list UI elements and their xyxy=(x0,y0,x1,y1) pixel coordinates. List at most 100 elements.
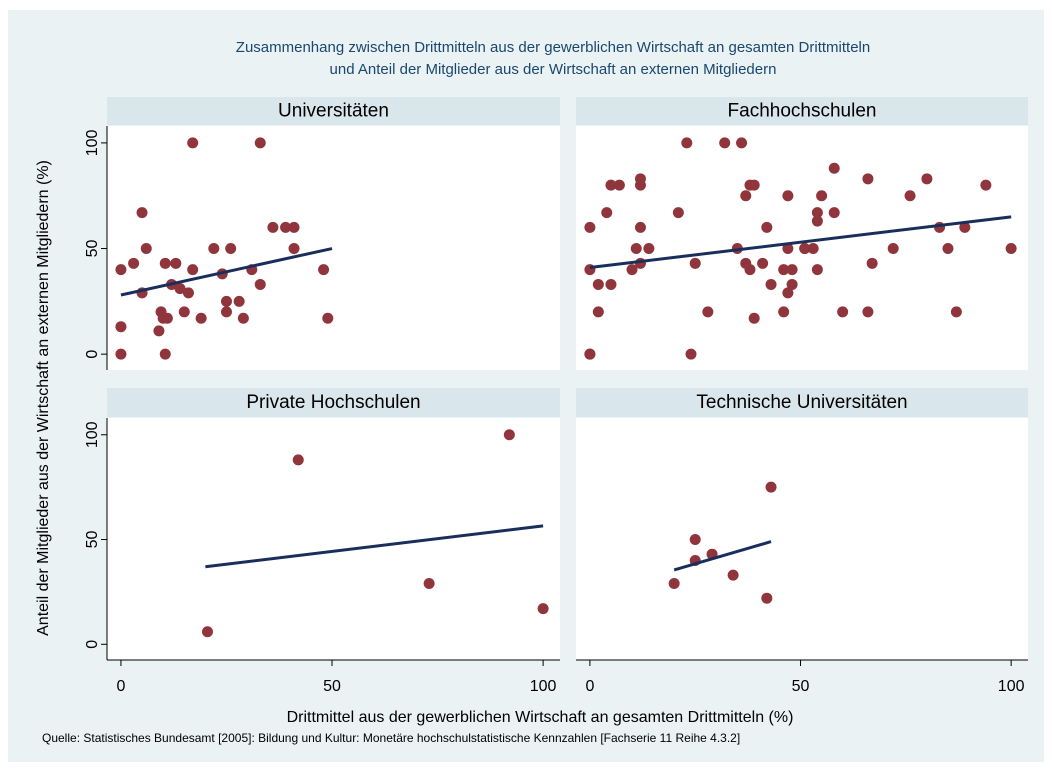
plot-area xyxy=(107,126,560,370)
point xyxy=(689,257,701,269)
y-axis-label: Anteil der Mitglieder aus der Wirtschaft… xyxy=(35,160,52,636)
point xyxy=(744,264,756,276)
point xyxy=(811,207,823,219)
point xyxy=(862,173,874,185)
point xyxy=(634,221,646,233)
point xyxy=(233,295,245,307)
point xyxy=(318,264,330,276)
point xyxy=(601,207,613,219)
point xyxy=(786,278,798,290)
point xyxy=(254,278,266,290)
point xyxy=(811,215,823,227)
point xyxy=(980,179,992,191)
point xyxy=(187,137,199,149)
point xyxy=(816,190,828,202)
point xyxy=(634,179,646,191)
point xyxy=(942,243,954,255)
fit-line xyxy=(673,540,772,572)
y-tick-label: 0 xyxy=(84,350,101,359)
point xyxy=(195,312,207,324)
point xyxy=(153,325,165,337)
point xyxy=(187,264,199,276)
point xyxy=(161,312,173,324)
panel-title: Universitäten xyxy=(278,101,389,122)
point xyxy=(761,221,773,233)
point xyxy=(292,454,304,466)
panel-header xyxy=(576,388,1028,417)
point xyxy=(322,312,334,324)
point xyxy=(1005,243,1017,255)
title-line: Zusammenhang zwischen Drittmitteln aus d… xyxy=(236,39,870,56)
x-tick-label: 50 xyxy=(323,678,341,695)
x-axis-label: Drittmittel aus der gewerblichen Wirtsch… xyxy=(287,709,794,726)
point xyxy=(136,207,148,219)
point xyxy=(866,257,878,269)
point xyxy=(178,306,190,318)
y-tick-label: 100 xyxy=(84,129,101,156)
point xyxy=(799,243,811,255)
point xyxy=(959,221,971,233)
fit-line xyxy=(205,524,544,569)
point xyxy=(220,295,232,307)
point xyxy=(904,190,916,202)
fit-line xyxy=(120,247,333,297)
point xyxy=(288,243,300,255)
point xyxy=(220,306,232,318)
point xyxy=(702,306,714,318)
panel-title: Private Hochschulen xyxy=(246,392,420,413)
point xyxy=(140,243,152,255)
point xyxy=(757,257,769,269)
point xyxy=(672,207,684,219)
point xyxy=(782,243,794,255)
point xyxy=(174,283,186,295)
point xyxy=(736,137,748,149)
point xyxy=(267,221,279,233)
point xyxy=(828,207,840,219)
title-line: und Anteil der Mitglieder aus der Wirtsc… xyxy=(330,61,777,78)
point xyxy=(225,243,237,255)
point xyxy=(685,348,697,360)
point xyxy=(811,264,823,276)
point xyxy=(786,264,798,276)
point xyxy=(613,179,625,191)
point xyxy=(950,306,962,318)
point xyxy=(778,264,790,276)
panel-header xyxy=(576,97,1028,125)
point xyxy=(630,243,642,255)
y-tick-label: 0 xyxy=(84,640,101,649)
plot-area xyxy=(107,418,560,660)
panel-header xyxy=(107,388,560,417)
point xyxy=(807,243,819,255)
panel-title: Technische Universitäten xyxy=(696,392,907,413)
x-tick-label: 100 xyxy=(530,678,557,695)
point xyxy=(740,190,752,202)
point xyxy=(605,278,617,290)
x-tick-label: 50 xyxy=(792,678,810,695)
panel-header xyxy=(107,97,560,125)
point xyxy=(681,137,693,149)
point xyxy=(643,243,655,255)
panel-title: Fachhochschulen xyxy=(728,101,877,122)
point xyxy=(280,221,292,233)
point xyxy=(584,221,596,233)
point xyxy=(748,312,760,324)
point xyxy=(862,306,874,318)
point xyxy=(115,321,127,333)
point xyxy=(626,264,638,276)
point xyxy=(159,348,171,360)
point xyxy=(182,287,194,299)
point xyxy=(201,626,213,638)
point xyxy=(828,162,840,174)
point xyxy=(782,287,794,299)
point xyxy=(128,257,140,269)
point xyxy=(254,137,266,149)
point xyxy=(689,534,701,546)
point xyxy=(778,306,790,318)
point xyxy=(584,348,596,360)
point xyxy=(887,243,899,255)
point xyxy=(237,312,249,324)
point xyxy=(719,137,731,149)
source-note: Quelle: Statistisches Bundesamt [2005]: … xyxy=(42,731,740,745)
